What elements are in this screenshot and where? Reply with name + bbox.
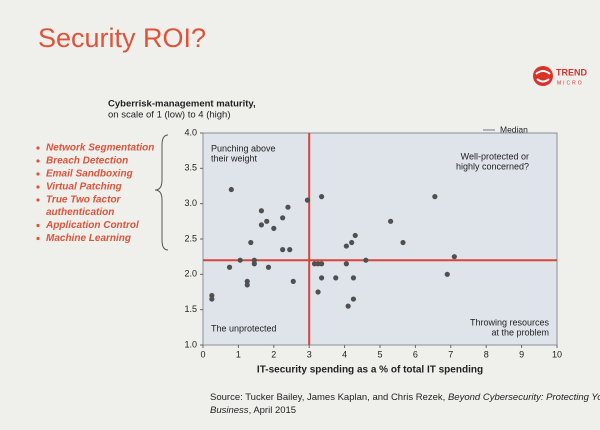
scatter-point xyxy=(350,296,357,302)
y-tick-label: 2.0 xyxy=(184,269,197,279)
bullet-dot xyxy=(36,185,40,189)
x-tick-label: 1 xyxy=(236,349,241,359)
logo-icon xyxy=(533,66,553,86)
y-axis-label: Cyberrisk-management maturity, xyxy=(108,99,256,110)
bullet-dot xyxy=(36,198,40,202)
scatter-point xyxy=(350,275,357,281)
scatter-point xyxy=(251,261,257,267)
scatter-point xyxy=(237,257,243,263)
scatter-point xyxy=(345,303,351,309)
scatter-point xyxy=(280,247,286,253)
x-tick-label: 3 xyxy=(307,349,312,359)
scatter-point xyxy=(258,222,265,228)
x-tick-label: 8 xyxy=(484,349,489,359)
y-tick-label: 3.5 xyxy=(184,163,197,173)
y-tick-label: 1.5 xyxy=(184,304,197,314)
scatter-point xyxy=(318,194,325,200)
bullet-dot xyxy=(36,236,40,241)
logo-subtext: MICRO xyxy=(557,80,584,86)
quadrant-label: their weight xyxy=(211,153,258,163)
scatter-point xyxy=(363,257,369,263)
x-tick-label: 4 xyxy=(342,349,347,359)
scatter-point xyxy=(343,261,349,267)
scatter-point xyxy=(444,271,450,277)
source: Source: Tucker Bailey, James Kaplan, and… xyxy=(210,392,600,403)
y-tick-label: 1.0 xyxy=(184,339,197,349)
bullet-text: Email Sandboxing xyxy=(46,169,133,180)
source-part: , April 2015 xyxy=(249,405,297,416)
plot-area xyxy=(202,132,558,346)
scatter-point xyxy=(304,197,311,203)
source-part: Source: Tucker Bailey, James Kaplan, and… xyxy=(210,392,448,403)
scatter-point xyxy=(318,261,325,267)
quadrant-label: at the problem xyxy=(491,327,549,337)
scatter-point xyxy=(248,239,254,246)
scatter-point xyxy=(315,289,321,295)
quadrant-label: highly concerned? xyxy=(456,161,529,171)
bullet-dot xyxy=(36,159,40,163)
brace xyxy=(154,134,169,251)
bullet-text: Network Segmentation xyxy=(46,143,154,154)
x-tick-label: 0 xyxy=(200,349,205,359)
scatter-point xyxy=(258,208,265,214)
x-tick-label: 9 xyxy=(519,349,524,359)
scatter-point xyxy=(209,296,215,302)
x-tick-label: 6 xyxy=(413,349,418,359)
bullet-text: Breach Detection xyxy=(46,156,128,167)
scatter-point xyxy=(432,194,438,200)
quadrant-label: Well-protected or xyxy=(461,151,529,161)
x-tick-label: 5 xyxy=(377,349,382,359)
scatter-point xyxy=(264,218,270,224)
bullet-dot xyxy=(36,172,40,176)
scatter-point xyxy=(343,243,349,249)
scatter-point xyxy=(349,239,355,246)
y-tick-label: 3.0 xyxy=(184,198,197,208)
scatter-point xyxy=(311,261,318,267)
scatter-point xyxy=(451,254,457,260)
scatter-point xyxy=(400,239,406,246)
scatter-point xyxy=(265,264,272,270)
scatter-point xyxy=(226,264,233,270)
source-part: Beyond Cybersecurity: Protecting Your Di… xyxy=(448,392,600,403)
bullet-text: True Two factor xyxy=(46,195,122,206)
scatter-point xyxy=(280,215,286,221)
y-tick-label: 2.5 xyxy=(184,233,197,243)
bullet-text: Machine Learning xyxy=(46,233,131,244)
x-axis-label: IT-security spending as a % of total IT … xyxy=(257,365,483,376)
scatter-point xyxy=(287,247,293,253)
y-axis-label: on scale of 1 (low) to 4 (high) xyxy=(108,110,231,121)
scatter-point xyxy=(271,225,277,231)
bullet-dot xyxy=(36,223,40,228)
quadrant-label: Throwing resources xyxy=(470,317,550,327)
bullet-text: Application Control xyxy=(45,220,139,231)
x-tick-label: 7 xyxy=(448,349,453,359)
scatter-point xyxy=(388,218,394,224)
quadrant-label: Punching above xyxy=(211,143,276,153)
scatter-point xyxy=(285,204,291,210)
bullet-dot xyxy=(36,146,40,150)
scatter-point xyxy=(333,275,339,281)
logo-text: TREND xyxy=(556,67,587,77)
x-tick-label: 10 xyxy=(552,349,562,359)
x-tick-label: 2 xyxy=(271,349,276,359)
scatter-point xyxy=(290,278,296,284)
bullet-text: authentication xyxy=(46,207,114,218)
y-tick-label: 4.0 xyxy=(184,127,197,137)
bullet-text: Virtual Patching xyxy=(46,182,122,193)
source: Business, April 2015 xyxy=(210,405,296,416)
scatter-point xyxy=(352,232,358,239)
scatter-point xyxy=(228,186,234,193)
quadrant-label: The unprotected xyxy=(211,323,277,333)
source-part: Business xyxy=(210,405,249,416)
scatter-point xyxy=(318,275,325,281)
legend-label: Median xyxy=(500,124,528,134)
scatter-point xyxy=(244,282,250,288)
slide-title: Security ROI? xyxy=(38,23,206,53)
logo-swirl xyxy=(535,70,551,83)
